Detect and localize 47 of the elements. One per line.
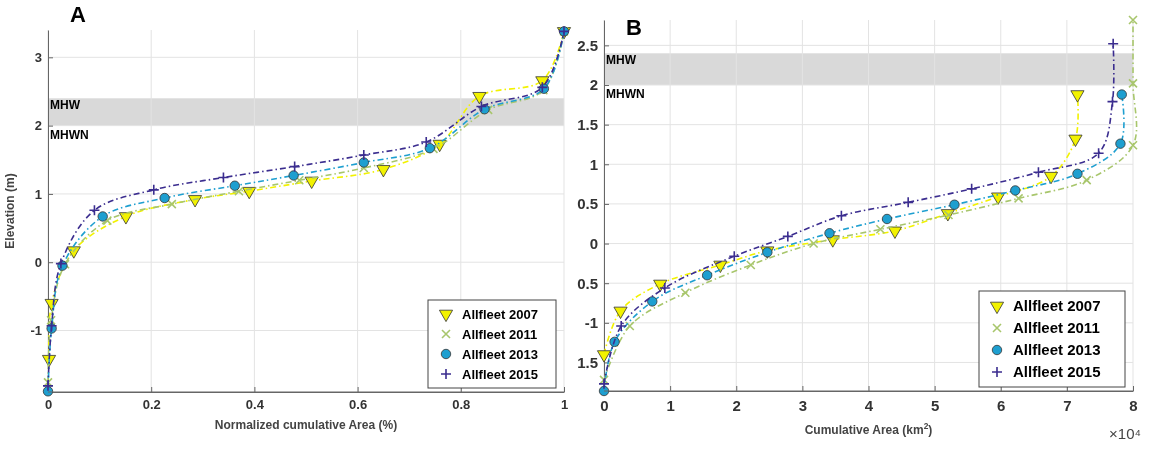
x-tick-label: 0.6: [349, 397, 368, 413]
chart-title: B: [626, 15, 642, 40]
x-tick-label: 2: [732, 396, 741, 414]
y-tick-label: 0: [34, 254, 42, 270]
y-tick-label: 2.5: [577, 36, 598, 54]
y-tick-label: 1.5: [577, 353, 598, 371]
y-tick-label: 0.5: [577, 195, 598, 213]
y-tick-label: -1: [584, 314, 598, 332]
y-tick-label: 1: [589, 155, 598, 173]
y-tick-label: 0: [589, 234, 598, 252]
x-tick-label: 0.8: [452, 397, 471, 413]
y-tick-label: -1: [30, 323, 42, 339]
legend-label: Allfleet 2013: [1013, 341, 1101, 359]
annotation: MHW: [606, 53, 637, 68]
y-tick-label: 2: [589, 76, 598, 94]
y-tick-label: 1.5: [577, 115, 598, 133]
legend-label: Allfleet 2007: [1013, 297, 1101, 315]
y-axis-title: Elevation (m): [3, 173, 17, 249]
x-axis-title: Normalized cumulative Area (%): [214, 418, 398, 432]
x-tick-label: 6: [997, 396, 1006, 414]
y-tick-label: 0.5: [577, 274, 598, 292]
annotation: MHWN: [50, 127, 89, 142]
x-tick-label: 1: [560, 397, 569, 413]
x-tick-label: 3: [798, 396, 808, 414]
x-tick-label: 4: [864, 396, 874, 414]
legend-label: Allfleet 2015: [1013, 363, 1101, 381]
text: ×10⁴: [1109, 425, 1141, 442]
x-tick-label: 0: [600, 396, 609, 414]
annotation: MHWN: [606, 87, 645, 101]
legend-label: Allfleet 2011: [462, 326, 538, 342]
x-tick-label: 7: [1063, 396, 1072, 414]
legend-label: Allfleet 2013: [462, 346, 538, 362]
legend-label: Allfleet 2015: [462, 366, 538, 382]
y-tick-label: 3: [34, 49, 42, 65]
legend-label: Allfleet 2011: [1013, 319, 1100, 337]
y-tick-label: 1: [34, 186, 42, 202]
chart-title: A: [70, 2, 86, 27]
legend-label: Allfleet 2007: [462, 306, 538, 322]
annotation: MHW: [50, 98, 81, 113]
x-tick-label: 0: [44, 397, 53, 413]
x-tick-label: 8: [1129, 396, 1138, 414]
x-tick-label: 5: [930, 396, 940, 414]
x-tick-label: 0.4: [245, 397, 265, 413]
x-tick-label: 0.2: [142, 397, 161, 413]
x-tick-label: 1: [666, 396, 675, 414]
x-axis-title: Cumulative Area (km$^{2}$): [804, 421, 933, 437]
y-tick-label: 2: [34, 118, 42, 134]
